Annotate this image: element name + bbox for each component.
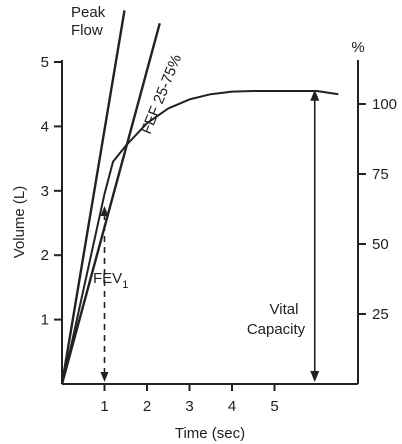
vital-capacity-arrow-up <box>310 89 320 101</box>
y-ticks: 1 2 3 4 5 <box>41 54 62 329</box>
fef-label: FEF 25-75% <box>138 52 185 136</box>
vital-capacity-label-line2: Capacity <box>247 321 306 338</box>
x-tick-label: 1 <box>100 398 108 415</box>
x-tick-label: 4 <box>228 398 236 415</box>
y-tick-label: 4 <box>41 118 49 135</box>
y-tick-label: 2 <box>41 247 49 264</box>
y2-tick-label: 75 <box>372 166 389 183</box>
x-tick-label: 2 <box>143 398 151 415</box>
fev1-arrow-up <box>100 206 109 217</box>
x-ticks: 1 2 3 4 5 <box>100 384 279 415</box>
peak-flow-line <box>60 10 126 385</box>
fev1-arrow-down <box>100 372 109 382</box>
fef-line <box>60 23 161 385</box>
fev1-label: FEV1 <box>93 270 128 291</box>
fev1-label-main: FEV <box>93 270 122 287</box>
series-layer <box>60 10 339 385</box>
vital-capacity-arrow-down <box>310 371 320 382</box>
y2-axis-title: % <box>351 39 364 56</box>
y-axis-title: Volume (L) <box>11 186 28 259</box>
vital-capacity-label-line1: Vital <box>270 301 299 318</box>
y2-tick-label: 100 <box>372 96 397 113</box>
y2-ticks: 25 50 75 100 <box>358 96 397 323</box>
peak-flow-label-line1: Peak <box>71 4 106 21</box>
y2-tick-label: 25 <box>372 306 389 323</box>
fev1-label-sub: 1 <box>122 279 128 291</box>
y-tick-label: 1 <box>41 312 49 329</box>
y-tick-label: 3 <box>41 183 49 200</box>
volume-time-curve <box>61 90 339 385</box>
y-tick-label: 5 <box>41 54 49 71</box>
peak-flow-label-line2: Flow <box>71 22 103 39</box>
x-tick-label: 3 <box>185 398 193 415</box>
x-axis-title: Time (sec) <box>175 425 245 442</box>
y2-tick-label: 50 <box>372 236 389 253</box>
x-tick-label: 5 <box>270 398 278 415</box>
